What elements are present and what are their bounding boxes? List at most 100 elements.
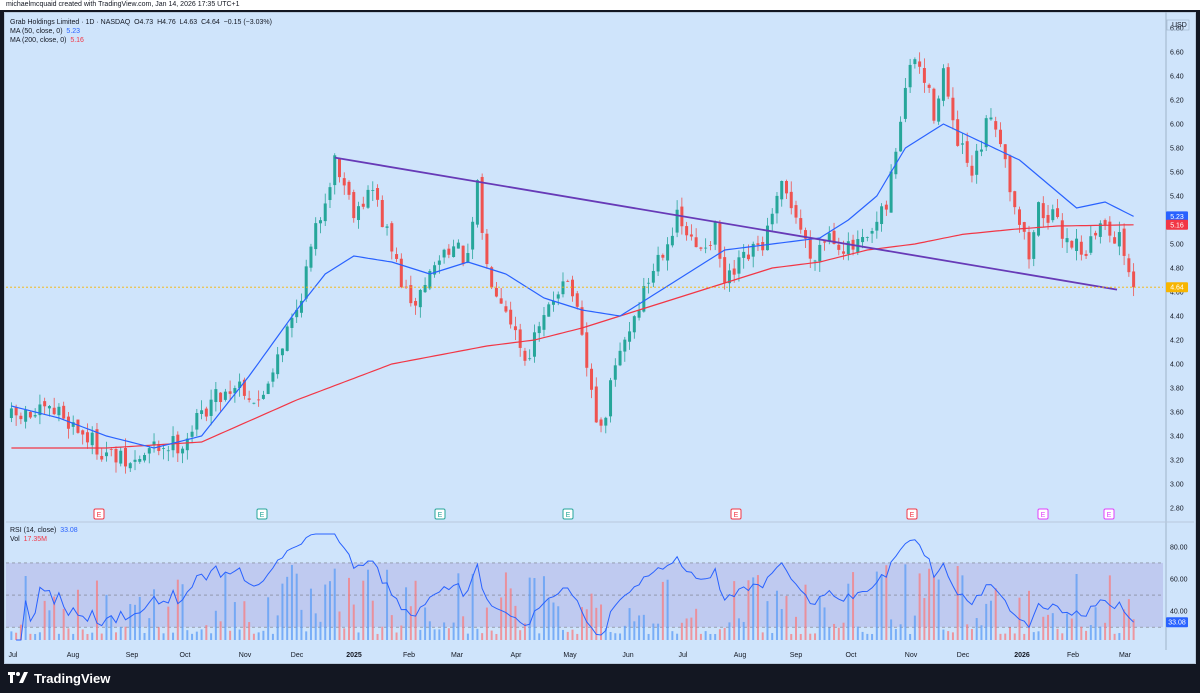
descending-trendline bbox=[334, 156, 1118, 291]
price-tick-label: 4.40 bbox=[1170, 314, 1184, 321]
volume-bar bbox=[657, 623, 660, 640]
attribution-text: michaelmcquaid created with TradingView.… bbox=[6, 1, 240, 8]
candle-body bbox=[1084, 253, 1088, 256]
volume-bar bbox=[62, 608, 65, 640]
volume-bar bbox=[818, 596, 821, 640]
volume-bar bbox=[509, 588, 512, 640]
candle-body bbox=[528, 358, 532, 360]
candle-body bbox=[62, 405, 66, 419]
currency-label: USD bbox=[1172, 22, 1187, 29]
earnings-marker bbox=[730, 508, 742, 520]
volume-bar bbox=[542, 576, 545, 640]
volume-bar bbox=[909, 634, 912, 640]
volume-bar bbox=[961, 575, 964, 640]
volume-bar bbox=[10, 631, 13, 640]
candle-body bbox=[979, 149, 983, 152]
volume-bar bbox=[875, 571, 878, 640]
candle-body bbox=[1122, 228, 1126, 256]
earnings-marker-label: E bbox=[734, 512, 739, 519]
candle-body bbox=[723, 257, 727, 283]
volume-bar bbox=[999, 633, 1002, 640]
candle-body bbox=[380, 199, 384, 228]
volume-bar bbox=[414, 580, 417, 640]
volume-bar bbox=[67, 628, 70, 640]
volume-bar bbox=[904, 564, 907, 640]
volume-bar bbox=[638, 615, 641, 640]
candle-body bbox=[133, 459, 137, 462]
volume-bar bbox=[1123, 609, 1126, 640]
candle-body bbox=[870, 231, 874, 234]
candle-body bbox=[33, 415, 37, 417]
candle-body bbox=[556, 294, 560, 299]
volume-bar bbox=[552, 602, 555, 640]
candle-body bbox=[309, 246, 313, 268]
volume-bar bbox=[105, 594, 108, 640]
candle-body bbox=[571, 279, 574, 297]
time-tick-label: Nov bbox=[905, 652, 918, 659]
candle-body bbox=[366, 189, 370, 208]
volume-bar bbox=[419, 629, 422, 640]
candle-body bbox=[461, 245, 465, 265]
candle-body bbox=[428, 270, 432, 289]
ma50-legend: MA (50, close, 0) 5.23 bbox=[10, 27, 272, 36]
candle-body bbox=[280, 348, 284, 356]
chart-canvas[interactable]: 6.806.606.406.206.005.805.605.405.205.00… bbox=[0, 0, 1200, 664]
candle-body bbox=[542, 315, 546, 330]
volume-bar bbox=[923, 598, 926, 640]
volume-bar bbox=[1089, 625, 1092, 640]
volume-bar bbox=[756, 575, 759, 640]
volume-bar bbox=[148, 618, 151, 640]
time-tick-label: May bbox=[563, 652, 577, 659]
candle-body bbox=[718, 223, 722, 259]
candle-body bbox=[9, 408, 13, 418]
candle-body bbox=[95, 429, 99, 455]
volume-bar bbox=[295, 573, 298, 640]
volume-bar bbox=[333, 568, 336, 640]
candle-body bbox=[1027, 232, 1031, 260]
earnings-marker bbox=[93, 508, 105, 520]
volume-bar bbox=[833, 623, 836, 640]
candle-body bbox=[190, 431, 194, 437]
candle-body bbox=[1108, 221, 1112, 236]
candle-body bbox=[66, 416, 70, 429]
volume-bar bbox=[523, 623, 526, 640]
candle-body bbox=[842, 251, 846, 254]
volume-bar bbox=[1037, 631, 1040, 640]
rsi-line bbox=[16, 533, 1134, 641]
candle-body bbox=[1132, 271, 1136, 288]
candle-body bbox=[827, 233, 831, 241]
volume-bar bbox=[1113, 633, 1116, 640]
volume-bar bbox=[153, 589, 156, 640]
volume-bar bbox=[1013, 633, 1016, 640]
price-tick-label: 4.00 bbox=[1170, 362, 1184, 369]
volume-bar bbox=[1108, 575, 1111, 640]
volume-bar bbox=[728, 622, 731, 640]
price-legend: Grab Holdings Limited · 1D · NASDAQ O4.7… bbox=[10, 18, 272, 45]
volume-bar bbox=[866, 633, 869, 640]
candle-body bbox=[228, 391, 232, 394]
time-tick-label: Aug bbox=[734, 652, 747, 659]
candle-body bbox=[423, 284, 427, 293]
candle-body bbox=[932, 88, 936, 121]
volume-bar bbox=[490, 630, 493, 640]
volume-bar bbox=[932, 575, 935, 640]
volume-bar bbox=[581, 607, 584, 640]
volume-bar bbox=[229, 630, 232, 640]
candle-body bbox=[590, 368, 594, 390]
volume-bar bbox=[633, 621, 636, 640]
candle-body bbox=[599, 419, 603, 426]
volume-bar bbox=[19, 624, 22, 640]
candle-body bbox=[261, 394, 265, 399]
candle-body bbox=[318, 220, 322, 224]
rsi-legend: RSI (14, close) 33.08 Vol 17.35M bbox=[10, 526, 78, 544]
volume-bar bbox=[91, 632, 94, 640]
candle-body bbox=[818, 244, 822, 262]
candle-body bbox=[765, 225, 769, 251]
earnings-marker-label: E bbox=[566, 512, 571, 519]
volume-bar bbox=[714, 633, 717, 640]
candle-body bbox=[352, 192, 356, 219]
rsi-legend-row: RSI (14, close) 33.08 bbox=[10, 526, 78, 535]
volume-bar bbox=[928, 568, 931, 640]
candle-body bbox=[946, 67, 950, 97]
volume-bar bbox=[918, 573, 921, 640]
